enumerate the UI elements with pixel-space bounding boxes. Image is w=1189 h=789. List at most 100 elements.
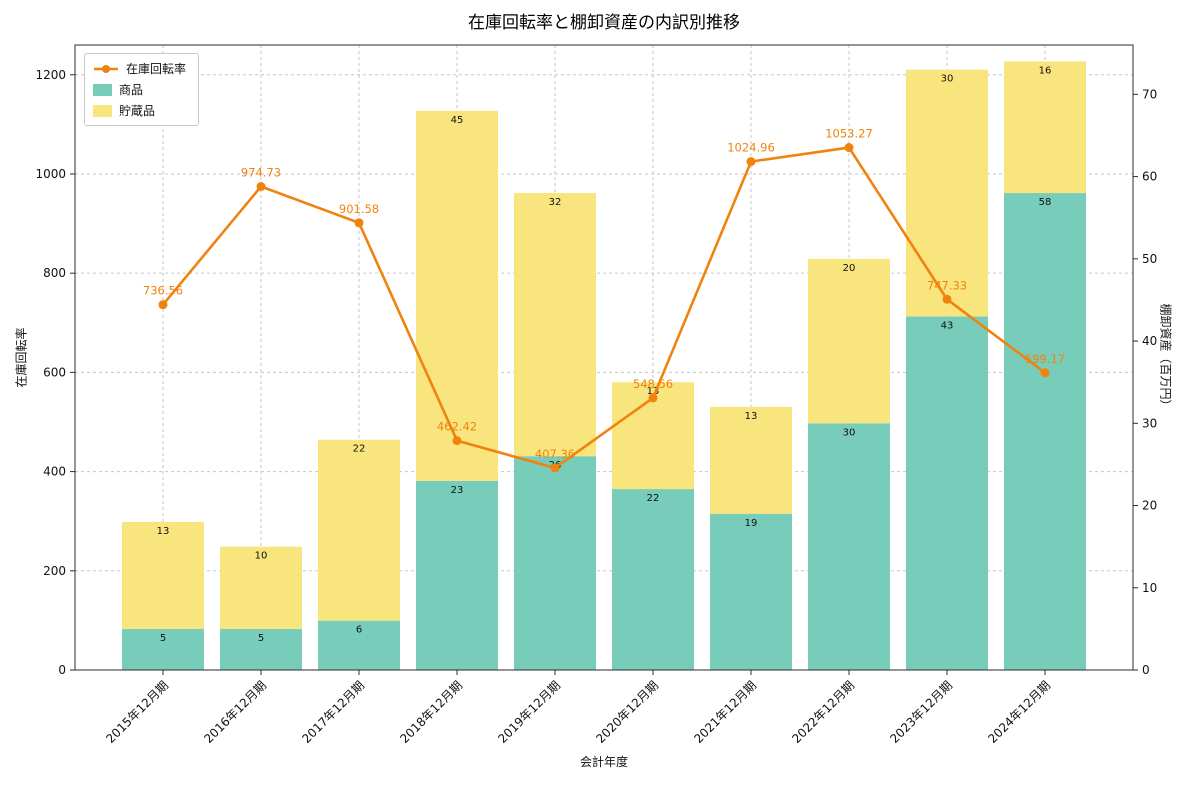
line-value-label: 1024.96 xyxy=(727,141,775,155)
bar-segment-shohin xyxy=(906,316,988,670)
bar-segment-shohin xyxy=(612,489,694,670)
legend-label-turnover: 在庫回転率 xyxy=(126,62,187,76)
bar-segment-shohin xyxy=(710,513,792,670)
line-series xyxy=(161,146,1046,470)
x-tick-label: 2021年12月期 xyxy=(691,678,759,746)
x-tick-label: 2023年12月期 xyxy=(887,678,955,746)
line-marker xyxy=(1040,368,1050,378)
y-tick-label-left: 1200 xyxy=(35,68,66,82)
bar-segment-shohin xyxy=(416,480,498,670)
line-value-label: 407.36 xyxy=(535,447,575,461)
x-tick-label: 2018年12月期 xyxy=(397,678,465,746)
bar-value-label-shohin: 22 xyxy=(647,493,660,504)
bar-value-label-chozohin: 13 xyxy=(647,386,660,397)
line-value-label: 736.56 xyxy=(143,284,183,298)
bar-segment-chozohin xyxy=(1004,61,1086,194)
bar-segment-chozohin xyxy=(220,546,302,629)
bar-segment-shohin xyxy=(514,456,596,670)
bar-value-label-shohin: 30 xyxy=(843,427,856,438)
bar-value-label-chozohin: 45 xyxy=(451,115,464,126)
bar-segment-shohin xyxy=(1004,193,1086,671)
line-value-label: 548.56 xyxy=(633,377,673,391)
y-tick-label-right: 50 xyxy=(1142,252,1157,266)
y-tick-label-right: 40 xyxy=(1142,334,1157,348)
bar-segment-chozohin xyxy=(906,69,988,317)
line-value-label: 747.33 xyxy=(927,278,967,292)
y-tick-label-left: 600 xyxy=(43,365,66,379)
x-tick-label: 2017年12月期 xyxy=(299,678,367,746)
legend-item-shohin: 商品 xyxy=(93,81,186,98)
bar-segment-chozohin xyxy=(318,439,400,621)
y-tick-label-left: 0 xyxy=(58,663,66,677)
x-tick-label: 2020年12月期 xyxy=(593,678,661,746)
x-tick-label: 2015年12月期 xyxy=(103,678,171,746)
bar-value-label-shohin: 5 xyxy=(160,633,166,644)
line-marker xyxy=(452,436,462,446)
bar-value-label-shohin: 5 xyxy=(258,633,264,644)
bar-segment-shohin xyxy=(220,628,302,670)
y-tick-label-left: 800 xyxy=(43,266,66,280)
legend-item-chozohin: 貯蔵品 xyxy=(93,102,186,119)
bar-value-label-chozohin: 10 xyxy=(255,551,268,562)
line-marker xyxy=(844,143,854,153)
line-marker xyxy=(746,157,756,167)
bar-value-label-shohin: 58 xyxy=(1039,197,1052,208)
x-tick-label: 2019年12月期 xyxy=(495,678,563,746)
bar-segment-chozohin xyxy=(808,258,890,424)
line-marker xyxy=(354,218,364,228)
legend-label-chozohin: 貯蔵品 xyxy=(119,104,156,118)
line-value-label: 901.58 xyxy=(339,202,379,216)
chart-title: 在庫回転率と棚卸資産の内訳別推移 xyxy=(468,13,740,33)
bar-value-label-shohin: 19 xyxy=(745,518,758,529)
y-tick-label-left: 1000 xyxy=(35,167,66,181)
bar-value-label-chozohin: 20 xyxy=(843,263,856,274)
y-tick-label-right: 30 xyxy=(1142,416,1157,430)
line-marker xyxy=(550,463,560,473)
bar-segment-chozohin xyxy=(710,406,792,514)
y-tick-label-left: 200 xyxy=(43,564,66,578)
bar-value-label-chozohin: 32 xyxy=(549,197,562,208)
y-axis-label-left: 在庫回転率 xyxy=(14,327,29,388)
chart-legend: 在庫回転率 商品 貯蔵品 xyxy=(84,53,200,126)
bar-segment-shohin xyxy=(318,620,400,670)
y-tick-label-left: 400 xyxy=(43,465,66,479)
bar-value-label-shohin: 23 xyxy=(451,485,464,496)
x-tick-label: 2016年12月期 xyxy=(201,678,269,746)
line-sample-icon xyxy=(94,64,118,73)
line-marker xyxy=(942,294,952,304)
y-axis-label-right: 棚卸資産（百万円） xyxy=(1158,303,1173,412)
line-value-label: 974.73 xyxy=(241,166,281,180)
line-value-label: 599.17 xyxy=(1025,352,1065,366)
bar-segment-chozohin xyxy=(416,110,498,481)
bar-segment-shohin xyxy=(122,628,204,670)
y-tick-label-right: 20 xyxy=(1142,499,1157,513)
x-tick-label: 2024年12月期 xyxy=(985,678,1053,746)
bar-value-label-chozohin: 13 xyxy=(157,526,170,537)
line-value-label: 462.42 xyxy=(437,420,477,434)
line-marker xyxy=(256,182,266,192)
bar-segment-chozohin xyxy=(122,521,204,629)
bar-value-label-shohin: 43 xyxy=(941,320,954,331)
line-marker xyxy=(158,300,168,310)
legend-item-turnover: 在庫回転率 xyxy=(93,60,186,77)
x-axis-label: 会計年度 xyxy=(579,755,628,769)
y-tick-label-right: 0 xyxy=(1142,663,1150,677)
legend-label-shohin: 商品 xyxy=(119,83,144,97)
bar-value-label-chozohin: 13 xyxy=(745,411,758,422)
bar-segment-shohin xyxy=(808,423,890,670)
y-tick-label-right: 60 xyxy=(1142,170,1157,184)
y-tick-label-right: 70 xyxy=(1142,87,1157,101)
bar-swatch-chozohin-icon xyxy=(93,104,112,117)
bar-segment-chozohin xyxy=(514,193,596,457)
line-value-label: 1053.27 xyxy=(825,127,873,141)
bar-value-label-chozohin: 16 xyxy=(1039,65,1052,76)
bar-value-label-shohin: 6 xyxy=(356,625,362,636)
axes-spine xyxy=(74,44,1134,671)
bar-value-label-chozohin: 30 xyxy=(941,74,954,85)
bar-value-label-chozohin: 22 xyxy=(353,444,366,455)
y-tick-label-right: 10 xyxy=(1142,581,1157,595)
line-marker xyxy=(648,393,658,403)
x-tick-label: 2022年12月期 xyxy=(789,678,857,746)
